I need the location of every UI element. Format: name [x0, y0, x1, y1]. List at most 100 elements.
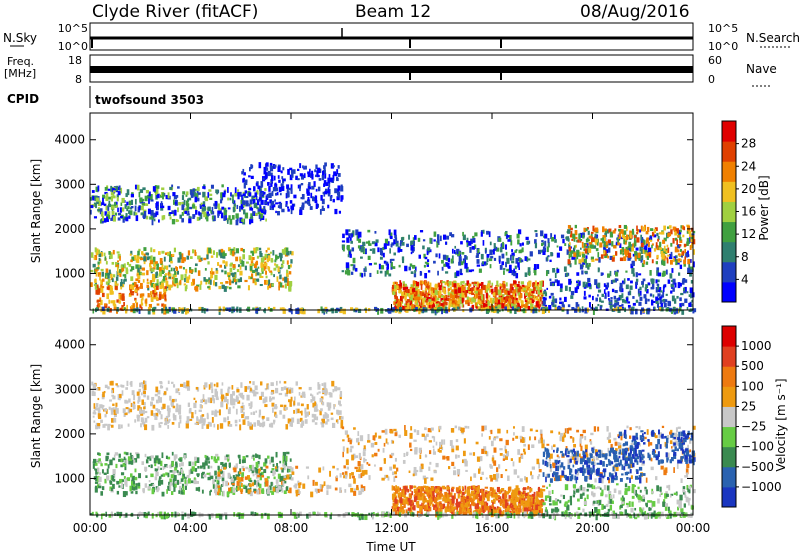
echo-cell: [438, 302, 442, 306]
echo-cell: [507, 475, 510, 481]
echo-cell: [220, 462, 224, 466]
echo-cell: [220, 252, 224, 259]
echo-cell: [506, 302, 509, 308]
echo-cell: [655, 300, 659, 304]
echo-cell: [458, 256, 462, 263]
echo-cell: [140, 413, 144, 416]
echo-cell: [627, 278, 630, 281]
echo-cell: [581, 257, 584, 263]
echo-cell: [238, 419, 241, 422]
echo-cell: [520, 304, 524, 308]
echo-cell: [118, 485, 121, 488]
echo-cell: [208, 277, 211, 281]
echo-cell: [241, 171, 244, 175]
echo-cell: [419, 466, 423, 473]
echo-cell: [241, 396, 244, 399]
echo-cell: [645, 238, 648, 244]
echo-cell: [648, 241, 650, 248]
echo-cell: [472, 240, 476, 243]
echo-cell: [347, 437, 351, 443]
echo-cell: [635, 278, 639, 282]
echo-cell: [174, 201, 177, 205]
echo-cell: [217, 213, 220, 218]
echo-cell: [180, 478, 184, 482]
echo-cell: [213, 383, 216, 387]
echo-cell: [517, 262, 520, 268]
echo-cell: [92, 383, 96, 389]
echo-cell: [244, 476, 248, 480]
echo-cell: [242, 484, 246, 488]
echo-cell: [396, 298, 399, 302]
echo-cell: [391, 284, 395, 288]
echo-cell: [147, 486, 150, 490]
echo-cell: [216, 475, 220, 481]
echo-cell: [617, 434, 620, 438]
echo-cell: [167, 456, 171, 460]
echo-cell: [425, 302, 429, 306]
echo-cell: [112, 483, 115, 489]
echo-cell: [194, 461, 197, 466]
echo-cell: [136, 391, 140, 396]
echo-cell: [512, 437, 515, 441]
echo-cell: [174, 209, 177, 216]
echo-cell: [393, 229, 397, 236]
echo-cell: [336, 467, 339, 471]
echo-cell: [531, 444, 535, 449]
echo-cell: [260, 181, 264, 187]
echo-cell: [120, 278, 123, 284]
echo-cell: [201, 414, 205, 417]
echo-cell: [413, 273, 417, 278]
echo-cell: [109, 480, 113, 485]
echo-cell: [106, 286, 110, 290]
echo-cell: [357, 245, 361, 249]
echo-cell: [253, 263, 257, 269]
echo-cell: [94, 486, 98, 493]
echo-cell: [335, 476, 338, 482]
echo-cell: [245, 195, 249, 199]
echo-cell: [389, 454, 393, 459]
echo-cell: [171, 451, 174, 456]
echo-cell: [183, 199, 186, 206]
echo-cell: [552, 462, 556, 469]
echo-cell: [168, 407, 171, 413]
echo-cell: [261, 260, 264, 263]
echo-cell: [249, 489, 252, 493]
echo-cell: [614, 228, 617, 232]
echo-cell: [227, 247, 231, 252]
echo-cell: [198, 217, 201, 221]
echo-cell: [271, 207, 275, 211]
echo-cell: [128, 459, 132, 465]
echo-cell: [679, 306, 682, 312]
echo-cell: [277, 266, 280, 273]
echo-cell: [445, 241, 447, 245]
echo-cell: [110, 300, 114, 304]
echo-cell: [499, 438, 503, 442]
echo-cell: [639, 296, 643, 301]
echo-cell: [228, 286, 232, 290]
echo-cell: [571, 256, 575, 260]
echo-cell: [288, 475, 291, 478]
echo-cell: [542, 300, 546, 305]
echo-cell: [633, 241, 637, 247]
echo-cell: [115, 408, 119, 414]
echo-cell: [349, 253, 352, 258]
echo-cell: [286, 191, 290, 198]
echo-cell: [279, 307, 283, 310]
echo-cell: [264, 187, 267, 191]
echo-cell: [264, 253, 268, 258]
echo-cell: [248, 468, 251, 473]
echo-cell: [224, 455, 228, 461]
echo-cell: [256, 454, 259, 458]
echo-cell: [143, 247, 147, 251]
echo-cell: [639, 290, 642, 296]
echo-cell: [311, 173, 314, 180]
echo-cell: [644, 298, 648, 305]
echo-cell: [251, 464, 255, 471]
echo-cell: [283, 386, 287, 390]
echo-cell: [95, 271, 98, 277]
echo-cell: [328, 485, 332, 489]
echo-cell: [681, 225, 684, 230]
echo-cell: [447, 288, 451, 291]
echo-cell: [666, 226, 670, 229]
echo-cell: [263, 462, 267, 467]
